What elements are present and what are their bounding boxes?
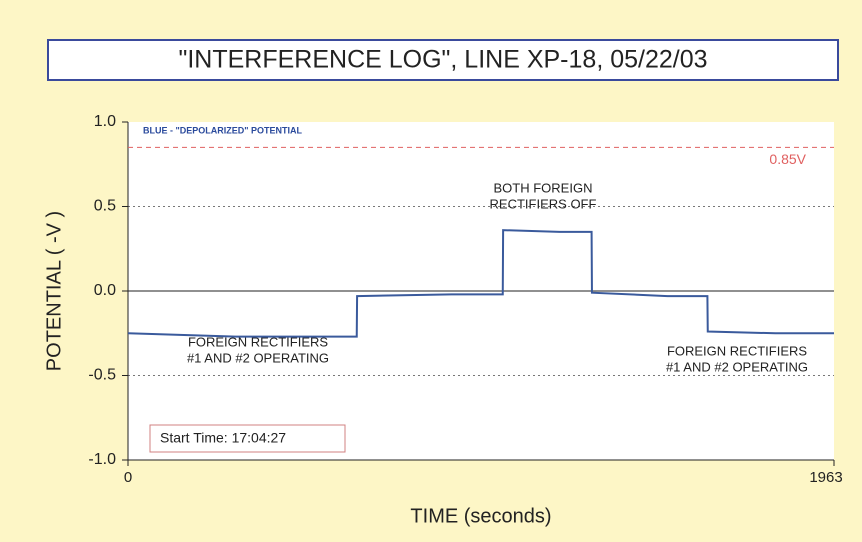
- annotation: BOTH FOREIGN: [494, 180, 593, 195]
- subtitle: BLUE - "DEPOLARIZED" POTENTIAL: [143, 125, 303, 135]
- y-tick-label: 0.0: [94, 282, 116, 299]
- chart-title: "INTERFERENCE LOG", LINE XP-18, 05/22/03: [178, 46, 707, 74]
- y-tick-label: 0.5: [94, 198, 116, 215]
- x-axis-label: TIME (seconds): [410, 505, 551, 527]
- x-tick-label: 0: [124, 469, 132, 486]
- y-tick-label: -0.5: [88, 367, 116, 384]
- x-tick-label: 1963: [809, 469, 842, 486]
- y-axis-label: POTENTIAL ( -V ): [43, 211, 65, 371]
- annotation: #1 AND #2 OPERATING: [666, 359, 808, 374]
- annotation: RECTIFIERS OFF: [490, 196, 597, 211]
- start-time: Start Time: 17:04:27: [160, 430, 286, 446]
- annotation: #1 AND #2 OPERATING: [187, 350, 329, 365]
- start-time-box: [149, 424, 346, 453]
- title-box: [47, 39, 839, 81]
- threshold-label: 0.85V: [769, 151, 806, 167]
- data-line: [127, 229, 834, 338]
- y-tick-label: -1.0: [88, 451, 116, 468]
- y-tick-label: 1.0: [94, 113, 116, 130]
- annotation: FOREIGN RECTIFIERS: [188, 334, 328, 349]
- annotation: FOREIGN RECTIFIERS: [667, 343, 807, 358]
